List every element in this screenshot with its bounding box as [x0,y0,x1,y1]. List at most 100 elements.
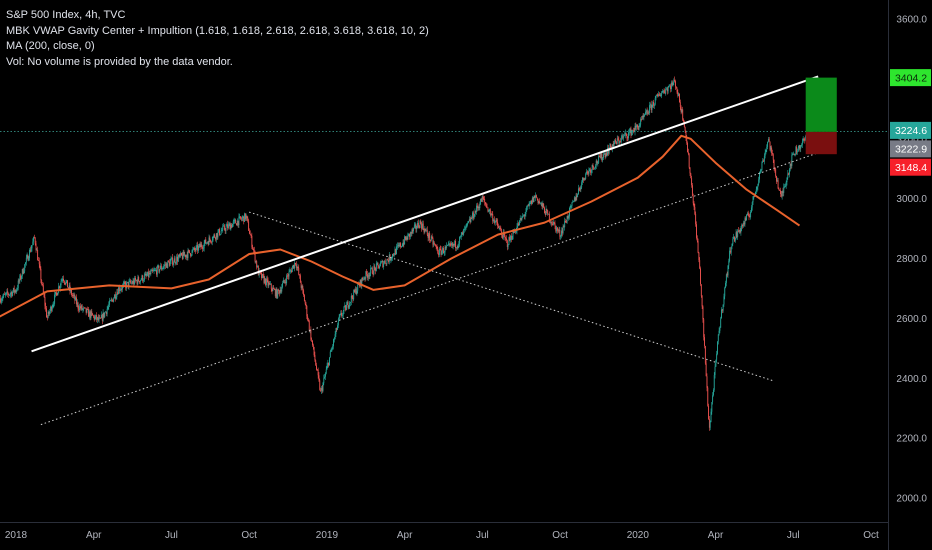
candle-down [683,121,685,128]
candle-down [174,258,176,263]
candle-up [430,236,432,241]
candle-up [759,172,761,173]
candle-down [149,273,151,275]
candle-down [693,203,695,208]
candle-down [754,196,756,197]
symbol-title[interactable]: S&P 500 Index, 4h, TVC [6,9,126,21]
candle-down [606,152,608,156]
stop-zone[interactable] [805,131,837,155]
candle-up [206,242,208,244]
candle-up [725,274,727,283]
candle-up [282,283,284,288]
candle-up [672,82,674,86]
upper-trendline[interactable] [31,75,819,353]
target-zone[interactable] [805,77,837,132]
candle-up [375,263,377,271]
candle-down [205,239,207,244]
candle-down [112,299,114,302]
candle-up [452,244,454,246]
candle-up [459,236,461,238]
candle-up [353,290,355,300]
candle-down [285,281,287,284]
current-price-tag-text: 3224.6 [895,125,927,137]
candle-down [130,280,132,283]
time-axis[interactable]: 2018 Apr Jul Oct 2019 Apr Jul Oct 2020 Apr Jul Oct [0,522,888,542]
candle-down [254,251,256,262]
lower-trendline[interactable] [40,145,837,426]
candle-up [717,334,719,342]
candle-down [291,270,292,273]
candle-down [250,235,252,236]
candle-down [768,139,770,142]
candle-up [665,89,667,94]
candle-up [711,402,713,412]
candle-down [55,292,57,293]
candle-down [547,210,549,215]
candle-down [763,160,764,162]
candle-up [590,169,592,173]
candle-up [342,311,344,316]
candle-down [682,109,684,120]
indicator-ma-label[interactable]: MA (200, close, 0) [6,40,95,52]
candle-down [796,147,798,153]
candle-down [266,278,268,280]
candle-up [805,136,807,141]
candle-down [99,317,101,319]
candle-up [651,104,653,110]
candle-down [703,319,705,338]
candle-up [473,216,475,219]
candle-up [129,280,131,282]
candle-down [371,267,373,274]
candle-up [603,154,604,158]
candle-up [761,162,763,171]
candle-up [776,180,778,182]
candle-up [585,173,587,179]
candle-up [333,338,335,340]
candle-down [670,85,672,90]
candle-up [523,215,524,217]
candle-down [646,110,648,114]
candle-up [107,307,109,309]
candle-down [642,115,644,118]
candle-down [265,278,267,285]
candle-up [673,79,675,83]
time-tick-label: Apr [708,530,724,541]
candle-down [388,260,389,262]
candle-down [637,127,639,130]
indicator-vwap-label[interactable]: MBK VWAP Gavity Center + Impultion (1.61… [6,24,429,37]
candle-down [475,210,477,212]
candle-down [421,223,423,229]
candle-up [624,132,626,135]
candle-down [705,363,707,377]
candle-up [568,216,570,219]
candle-down [509,237,511,241]
candle-up [713,375,715,390]
candle-down [587,171,589,174]
candle-down [415,224,417,230]
candle-down [469,219,471,223]
candle-up [444,246,446,253]
candle-down [59,286,60,289]
candle-up [169,261,171,266]
candle-up [344,305,346,307]
candle-up [128,281,130,287]
candle-down [548,213,550,222]
candle-down [80,306,81,309]
candle-up [98,317,100,321]
ma-200-line[interactable] [0,134,801,342]
indicator-volume-label[interactable]: Vol: No volume is provided by the data v… [6,55,233,68]
candle-up [409,232,411,237]
candle-up [641,115,643,120]
candle-down [42,285,44,293]
candle-up [357,284,359,291]
candle-down [771,147,773,154]
candle-up [156,266,158,275]
candle-down [518,223,520,226]
candle-down [708,405,710,419]
candle-up [594,166,596,168]
candle-up [666,88,667,90]
candle-down [223,225,225,230]
candle-down [505,237,507,239]
time-tick-label: Jul [787,530,800,541]
